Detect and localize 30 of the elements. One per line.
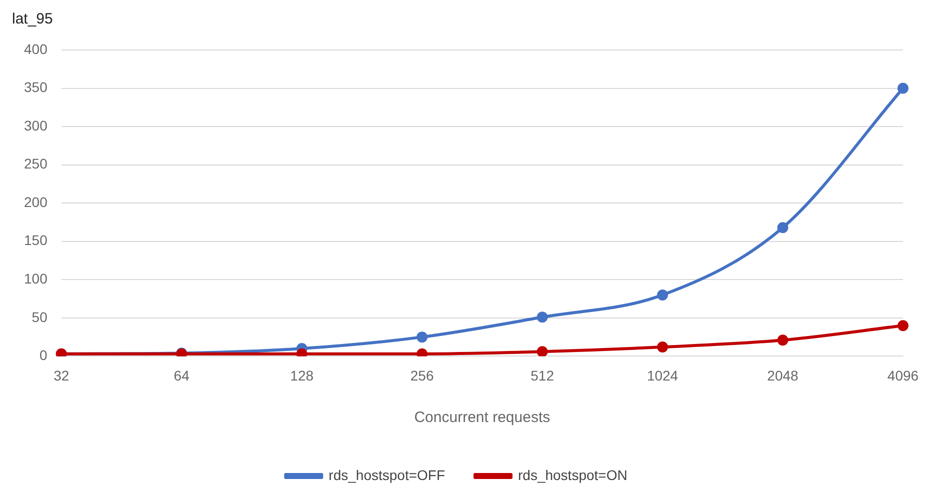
y-tick-label: 350 — [24, 79, 48, 96]
x-tick-label: 1024 — [646, 367, 678, 384]
y-axis-title: lat_95 — [12, 10, 53, 28]
point — [777, 334, 788, 346]
point — [777, 222, 788, 234]
x-tick-label: 128 — [290, 367, 314, 384]
legend-label: rds_hostspot=OFF — [328, 466, 445, 483]
y-tick-label: 150 — [24, 232, 48, 248]
y-tick-label: 100 — [24, 270, 48, 287]
point — [416, 332, 428, 343]
point — [536, 346, 548, 356]
point — [536, 312, 548, 323]
x-tick-label: 32 — [54, 367, 70, 384]
point — [898, 82, 908, 94]
x-axis-title: Concurrent requests — [414, 409, 550, 426]
legend-label: rds_hostspot=ON — [518, 466, 628, 483]
x-tick-label: 512 — [530, 367, 554, 384]
y-tick-label: 200 — [24, 194, 48, 210]
y-tick-label: 400 — [24, 40, 48, 57]
y-tick-label: 50 — [32, 308, 48, 325]
x-tick-label: 4096 — [887, 367, 919, 384]
x-tick-label: 256 — [410, 367, 434, 384]
point — [657, 289, 668, 300]
y-tick-label: 0 — [40, 347, 48, 364]
x-tick-label: 2048 — [767, 367, 799, 384]
point — [898, 320, 908, 332]
point — [657, 342, 668, 353]
x-tick-label: 64 — [174, 367, 190, 384]
y-tick-label: 250 — [24, 156, 48, 172]
y-tick-label: 300 — [24, 117, 48, 134]
